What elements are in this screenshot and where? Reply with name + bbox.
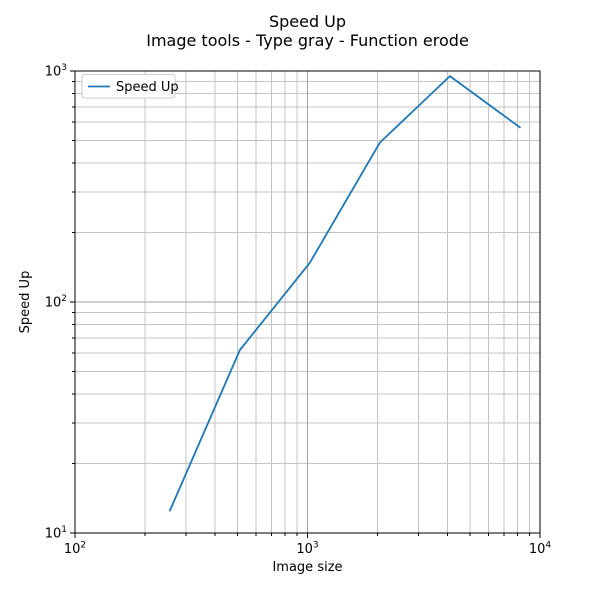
y-tick-label: 102	[45, 294, 67, 311]
x-tick-label: 102	[64, 541, 86, 558]
y-tick-label: 103	[45, 63, 67, 80]
x-tick-label: 104	[529, 541, 552, 558]
axis-ticks	[70, 70, 541, 538]
legend-label: Speed Up	[116, 80, 179, 95]
legend: Speed Up	[81, 74, 179, 99]
x-axis-label: Image size	[272, 560, 342, 575]
chart-title: Speed Up	[269, 12, 346, 31]
grid-major	[75, 71, 540, 533]
chart-subtitle: Image tools - Type gray - Function erode	[146, 31, 469, 50]
legend-box	[81, 74, 176, 99]
data-series	[169, 75, 521, 512]
series-line-speed-up	[169, 75, 521, 512]
y-axis-label: Speed Up	[18, 271, 33, 334]
x-tick-label: 103	[296, 541, 318, 558]
y-tick-label: 101	[45, 525, 67, 542]
